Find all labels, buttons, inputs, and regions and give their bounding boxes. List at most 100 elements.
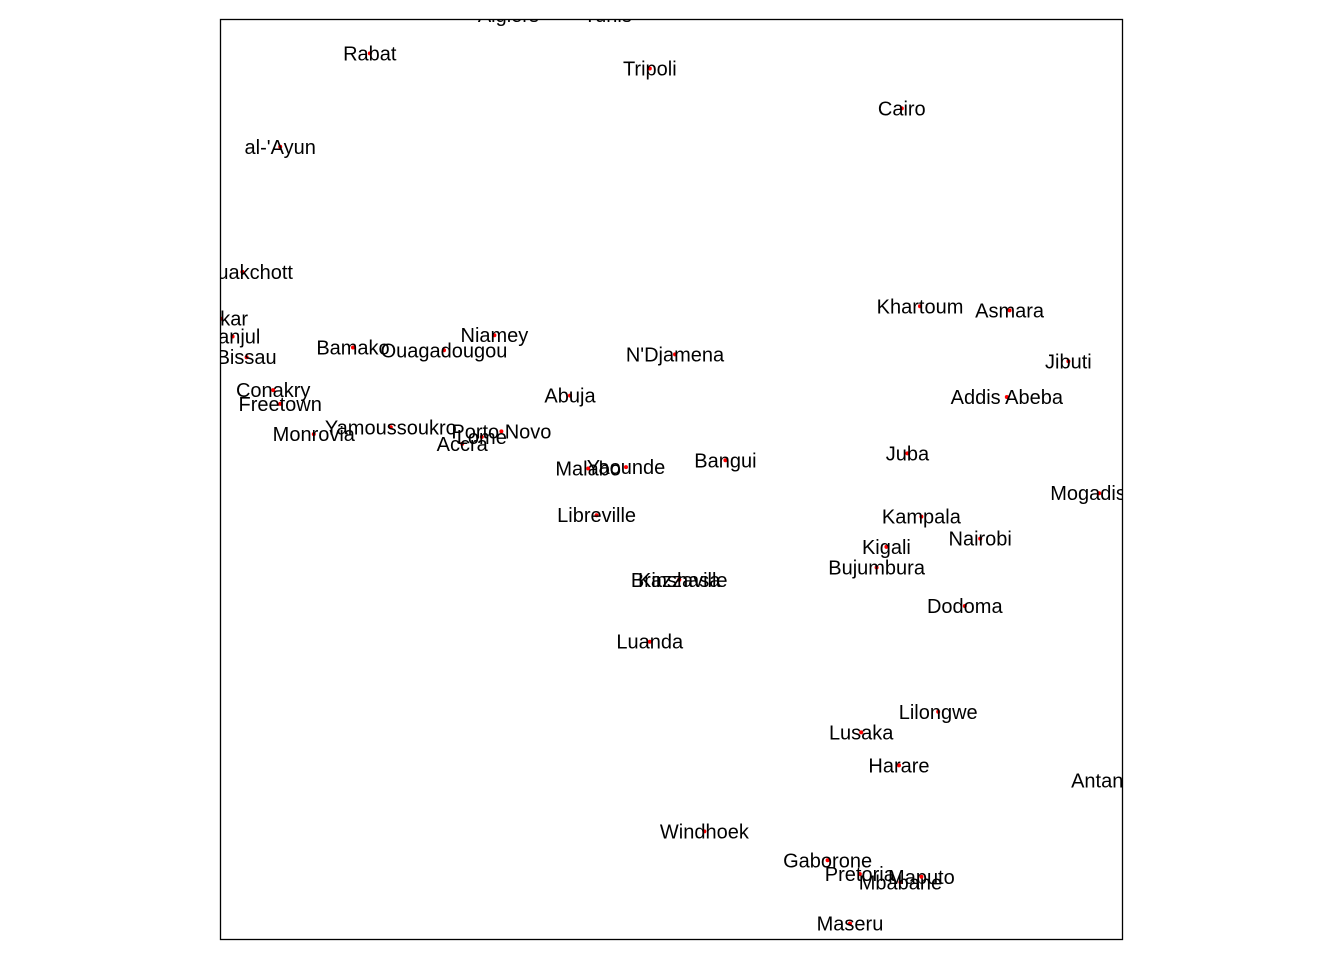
data-label-mogadishu: Mogadishu: [1050, 483, 1148, 505]
plot-frame: [219, 18, 1124, 941]
data-label-nairobi: Nairobi: [949, 529, 1012, 551]
data-point-lusaka: [859, 730, 864, 735]
data-label-tripoli: Tripoli: [623, 59, 677, 81]
data-label-accra: Accra: [437, 434, 489, 456]
data-point-bamako: [351, 345, 355, 350]
data-points: [220, 13, 1132, 926]
data-point-maputo: [919, 874, 924, 879]
data-label-lusaka: Lusaka: [829, 722, 894, 744]
data-point-mogadishu: [1097, 491, 1102, 496]
data-point-jibuti: [1066, 359, 1071, 364]
data-label-libreville: Libreville: [557, 505, 636, 527]
data-label-conakry: Conakry: [236, 380, 310, 402]
data-point-gaborone: [825, 858, 830, 863]
data-point-antananarivo: [1128, 779, 1132, 783]
data-point-bujumbura: [874, 565, 879, 570]
data-label-rabat: Rabat: [343, 43, 397, 65]
data-label-kigali: Kigali: [862, 537, 911, 559]
data-label-addis-abeba: Addis Abeba: [951, 387, 1064, 409]
data-point-rabat: [367, 51, 372, 56]
data-point-abuja: [568, 393, 572, 398]
data-point-lilongwe: [936, 709, 941, 714]
data-label-al-ayun: al-'Ayun: [245, 137, 316, 159]
data-point-addis-abeba: [1004, 395, 1009, 399]
data-label-gaborone: Gaborone: [783, 850, 872, 872]
data-point-malabo: [586, 466, 591, 471]
data-point-ouagadougou: [442, 348, 446, 353]
data-point-porto-novo: [499, 429, 504, 434]
data-point-yamoussoukro: [388, 425, 393, 430]
data-point-nairobi: [978, 536, 983, 541]
data-label-nouakchott: Nouakchott: [192, 262, 294, 284]
data-label-brazzaville: Brazzaville: [631, 570, 728, 592]
data-point-nouakchott: [240, 269, 245, 274]
data-label-maseru: Maseru: [817, 914, 884, 936]
data-label-bissau: Bissau: [217, 347, 277, 369]
data-label-jibuti: Jibuti: [1045, 351, 1092, 373]
data-label-n-djamena: N'Djamena: [626, 344, 725, 366]
data-label-bangui: Bangui: [694, 450, 756, 472]
data-point-kigali: [884, 544, 889, 549]
data-point-conakry: [271, 388, 276, 393]
data-label-ouagadougou: Ouagadougou: [381, 340, 508, 362]
data-point-tripoli: [647, 66, 652, 71]
data-point-lome: [479, 434, 484, 439]
data-label-porto-novo: Porto Novo: [451, 421, 551, 443]
data-label-khartoum: Khartoum: [877, 296, 964, 318]
data-label-harare: Harare: [868, 755, 929, 777]
data-label-freetown: Freetown: [239, 394, 322, 416]
data-point-cairo: [899, 106, 904, 111]
data-point-tunis: [606, 13, 610, 17]
data-label-dakar: Dakar: [195, 309, 249, 331]
data-label-maputo: Maputo: [888, 867, 955, 889]
data-label-antananarivo: Antananarivo: [1071, 771, 1189, 793]
data-point-kinshasa: [677, 577, 682, 582]
data-label-asmara: Asmara: [975, 300, 1045, 322]
data-label-mbabane: Mbabane: [859, 872, 942, 894]
plot-panel-background: [220, 19, 1123, 940]
data-label-banjul: Banjul: [205, 327, 261, 349]
data-point-asmara: [1007, 308, 1012, 313]
data-point-niamey: [492, 333, 497, 338]
data-point-accra: [460, 441, 465, 446]
data-point-yaounde: [624, 465, 628, 470]
data-point-windhoek: [702, 829, 707, 834]
data-point-khartoum: [918, 304, 922, 309]
data-label-algiers: Algiers: [478, 5, 539, 27]
data-point-freetown: [278, 401, 283, 406]
data-point-luanda: [647, 639, 652, 644]
data-point-maseru: [848, 921, 852, 926]
data-label-pretoria: Pretoria: [825, 864, 896, 886]
data-point-banjul: [230, 334, 235, 339]
data-point-mbabane: [898, 880, 903, 885]
data-point-bangui: [723, 458, 728, 463]
data-label-dodoma: Dodoma: [927, 596, 1003, 618]
data-point-bissau: [244, 355, 249, 360]
data-label-luanda: Luanda: [616, 632, 684, 654]
data-label-monrovia: Monrovia: [273, 424, 356, 446]
data-point-kampala: [919, 514, 924, 519]
data-label-cairo: Cairo: [878, 98, 926, 120]
data-label-abuja: Abuja: [544, 386, 596, 408]
data-label-bamako: Bamako: [316, 338, 389, 360]
data-point-harare: [897, 763, 901, 768]
data-label-lome: Lome: [457, 427, 507, 449]
data-label-niamey: Niamey: [461, 325, 529, 347]
data-point-libreville: [594, 513, 599, 518]
data-point-juba: [905, 451, 910, 456]
data-label-bujumbura: Bujumbura: [828, 558, 926, 580]
data-label-windhoek: Windhoek: [660, 821, 750, 843]
data-point-monrovia: [311, 432, 316, 437]
data-point-pretoria: [857, 872, 862, 876]
data-label-kinshasa: Kinshasa: [638, 570, 721, 592]
data-point-al-ayun: [278, 144, 283, 149]
data-label-kampala: Kampala: [882, 507, 962, 529]
data-label-lilongwe: Lilongwe: [899, 702, 978, 724]
data-labels: Algiers Tunis Rabat Tripoli Cairo al-'Ayun Nou…: [192, 5, 1189, 936]
data-point-n-djamena: [673, 352, 677, 357]
data-point-algiers: [506, 13, 510, 17]
data-label-malabo: Malabo: [555, 459, 621, 481]
data-point-dodoma: [962, 604, 967, 608]
data-label-yaounde: Yaounde: [587, 457, 666, 479]
